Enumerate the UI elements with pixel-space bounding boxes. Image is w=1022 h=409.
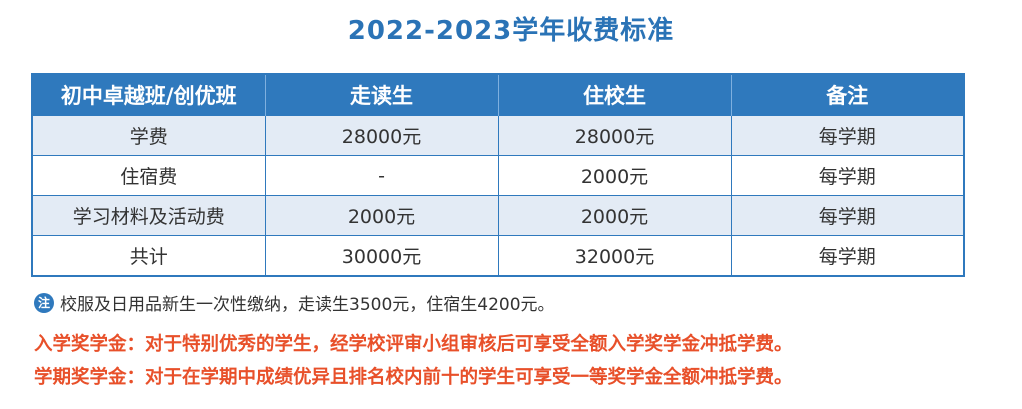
remark: 每学期 — [730, 115, 965, 156]
boarding-student-fee: 32000元 — [497, 235, 732, 277]
remark: 每学期 — [730, 235, 965, 277]
remark: 每学期 — [730, 155, 965, 196]
row-label: 学习材料及活动费 — [31, 195, 266, 236]
uniform-note: 注 校服及日用品新生一次性缴纳，走读生3500元，住宿生4200元。 — [34, 290, 555, 315]
column-header-class: 初中卓越班/创优班 — [32, 74, 265, 116]
note-icon: 注 — [34, 292, 54, 313]
remark: 每学期 — [730, 195, 965, 236]
boarding-student-fee: 2000元 — [497, 195, 732, 236]
note-text: 校服及日用品新生一次性缴纳，走读生3500元，住宿生4200元。 — [60, 295, 555, 315]
table-row: 住宿费 - 2000元 每学期 — [31, 155, 965, 196]
table-row: 学费 28000元 28000元 每学期 — [31, 115, 965, 156]
column-header-remark: 备注 — [730, 74, 964, 116]
day-student-fee: - — [264, 155, 499, 196]
row-label: 学费 — [31, 115, 266, 156]
column-header-boarding-student: 住校生 — [497, 74, 731, 116]
row-label: 共计 — [31, 235, 266, 277]
table-row: 学习材料及活动费 2000元 2000元 每学期 — [31, 195, 965, 236]
day-student-fee: 28000元 — [264, 115, 499, 156]
day-student-fee: 30000元 — [264, 235, 499, 277]
semester-scholarship-text: 学期奖学金：对于在学期中成绩优异且排名校内前十的学生可享受一等奖学金全额冲抵学费… — [34, 367, 793, 388]
boarding-student-fee: 28000元 — [497, 115, 732, 156]
boarding-student-fee: 2000元 — [497, 155, 732, 196]
entrance-scholarship-text: 入学奖学金：对于特别优秀的学生，经学校评审小组审核后可享受全额入学奖学金冲抵学费… — [34, 334, 793, 355]
table-row: 共计 30000元 32000元 每学期 — [31, 235, 965, 277]
page-title: 2022-2023学年收费标准 — [347, 16, 675, 46]
day-student-fee: 2000元 — [264, 195, 499, 236]
column-header-day-student: 走读生 — [264, 74, 498, 116]
fee-table: 初中卓越班/创优班 走读生 住校生 备注 学费 28000元 28000元 每学… — [31, 73, 965, 277]
row-label: 住宿费 — [31, 155, 266, 196]
table-header-row: 初中卓越班/创优班 走读生 住校生 备注 — [32, 74, 964, 116]
